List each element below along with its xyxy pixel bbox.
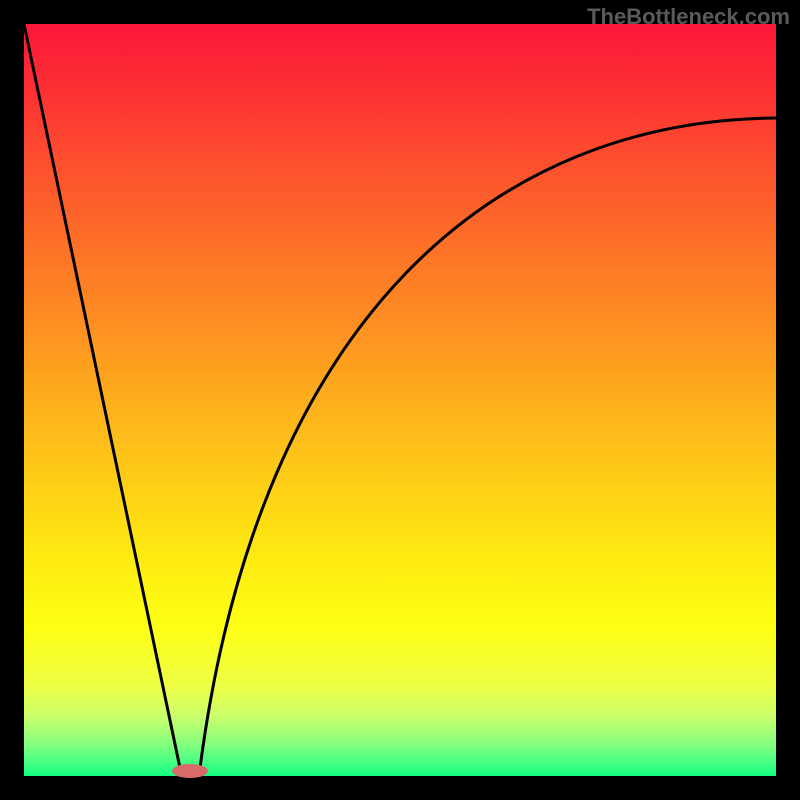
- optimal-marker: [172, 764, 208, 778]
- watermark-text: TheBottleneck.com: [587, 4, 790, 30]
- plot-area: [24, 24, 776, 776]
- bottleneck-chart: [0, 0, 800, 800]
- chart-container: TheBottleneck.com: [0, 0, 800, 800]
